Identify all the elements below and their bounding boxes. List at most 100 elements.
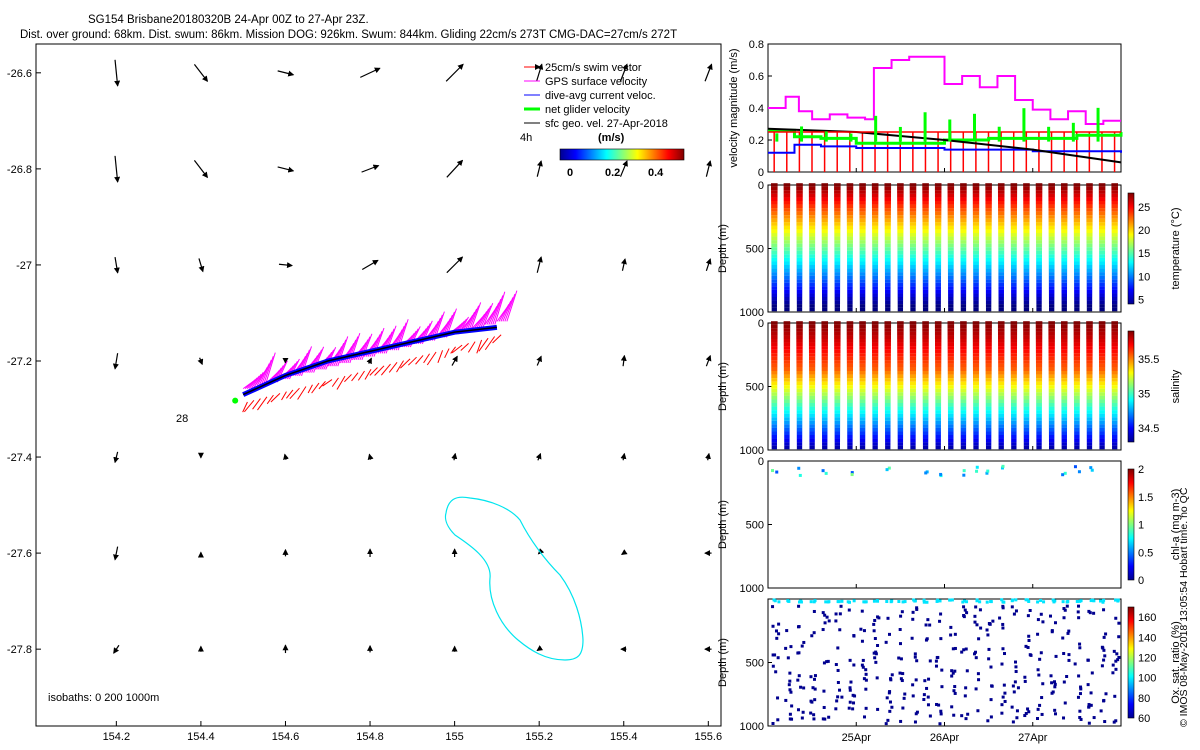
oxygen-point xyxy=(860,609,864,613)
geo-velocity-arrow xyxy=(112,353,119,370)
geo-velocity-arrow xyxy=(197,357,204,366)
oxygen-point xyxy=(840,695,844,699)
oxygen-point xyxy=(985,628,989,632)
colorbar-title: (m/s) xyxy=(598,132,625,144)
oxygen-point xyxy=(799,685,803,689)
oxygen-point xyxy=(1053,685,1057,689)
oxygen-surface-point xyxy=(1102,598,1106,602)
geo-velocity-arrow xyxy=(621,258,627,271)
oxygen-point xyxy=(897,656,901,660)
oxygen-point xyxy=(978,608,982,612)
chla-point xyxy=(850,473,854,477)
oxygen-surface-point xyxy=(950,598,954,602)
velocity-series xyxy=(767,55,1123,172)
oxygen-point xyxy=(1002,683,1006,687)
temperature-ylabel: Depth (m) xyxy=(717,224,729,273)
oxygen-point xyxy=(874,660,878,664)
geo-velocity-arrow xyxy=(705,258,712,271)
swim-vector xyxy=(478,337,489,352)
oxygen-point xyxy=(979,626,983,630)
oxygen-point xyxy=(950,669,954,673)
oxygen-surface-point xyxy=(824,600,828,604)
colorbar-tick-1: 0.2 xyxy=(605,167,620,179)
geo-velocity-arrow xyxy=(114,59,121,87)
geo-velocity-arrow xyxy=(705,160,712,177)
oxygen-point xyxy=(987,622,991,626)
oxygen-point xyxy=(864,678,868,682)
map-xtick-label: 154.4 xyxy=(187,731,215,743)
gps-velocity-vector xyxy=(494,291,506,325)
oxygen-point xyxy=(898,628,902,632)
gps-velocity-vector xyxy=(246,377,258,389)
oxygen-point xyxy=(852,701,856,705)
oxygen-panel-frame xyxy=(767,598,1122,727)
oxygen-point xyxy=(835,699,839,703)
oxygen-point xyxy=(1023,675,1027,679)
oxygen-point xyxy=(1049,674,1053,678)
oxygen-point xyxy=(1089,703,1093,707)
gps-velocity-vector xyxy=(361,333,373,360)
oxygen-point xyxy=(777,622,781,626)
oxygen-point xyxy=(987,657,991,661)
oxygen-point xyxy=(862,677,866,681)
oxygen-point xyxy=(1088,611,1092,615)
swim-vector xyxy=(380,363,391,376)
geo-velocity-arrow xyxy=(705,354,712,367)
oxygen-point xyxy=(940,668,944,672)
oxygen-point xyxy=(1102,648,1106,652)
oxygen-point xyxy=(864,687,868,691)
gps-velocity-vector xyxy=(313,346,325,373)
oxygen-surface-point xyxy=(786,599,790,603)
oxygen-surface-point xyxy=(1027,599,1031,603)
geo-velocity-arrow xyxy=(113,257,120,274)
swim-vector xyxy=(451,344,463,354)
oxygen-surface-point xyxy=(925,600,929,604)
oxygen-point xyxy=(834,663,838,667)
oxygen-point xyxy=(989,698,993,702)
gps-velocity-vector xyxy=(466,308,478,332)
oxygen-point xyxy=(812,717,816,721)
oxygen-surface-point xyxy=(1066,599,1070,603)
gps-velocity-vector xyxy=(480,305,492,328)
chla-colorbar-label: chl-a (mg m-3) xyxy=(1170,489,1182,561)
swim-vector xyxy=(426,351,437,366)
oxygen-point xyxy=(1014,609,1018,613)
oxygen-point xyxy=(910,636,914,640)
salinity-colorbar-tick: 34.5 xyxy=(1138,423,1159,435)
oxygen-surface-point xyxy=(989,599,993,603)
oxygen-point xyxy=(796,651,800,655)
oxygen-point xyxy=(1062,680,1066,684)
swim-vector xyxy=(311,382,320,394)
oxygen-point xyxy=(1086,658,1090,662)
map-ytick-label: -27.8 xyxy=(7,644,32,656)
chla-point xyxy=(775,470,779,474)
label-4h: 4h xyxy=(520,132,532,144)
oxygen-point xyxy=(796,708,800,712)
chla-point xyxy=(887,466,891,470)
oxygen-point xyxy=(1050,681,1054,685)
oxygen-point xyxy=(822,661,826,665)
geo-velocity-arrow xyxy=(283,453,289,461)
oxygen-point xyxy=(939,637,943,641)
oxygen-point xyxy=(960,650,964,654)
oxygen-point xyxy=(937,703,941,707)
oxygen-point xyxy=(989,715,993,719)
oxygen-point xyxy=(898,642,902,646)
oxygen-point xyxy=(963,608,967,612)
oxygen-point xyxy=(913,655,917,659)
oxygen-surface-point xyxy=(901,600,905,604)
geo-velocity-arrow xyxy=(536,355,542,366)
swim-vector xyxy=(437,350,444,364)
oxygen-point xyxy=(786,656,790,660)
map-xtick-label: 154.8 xyxy=(356,731,384,743)
temperature-ytick-label: 500 xyxy=(746,244,764,256)
oxygen-point xyxy=(899,657,903,661)
geo-velocity-arrow xyxy=(360,67,381,78)
oxygen-point xyxy=(836,646,840,650)
geo-velocity-arrow xyxy=(277,70,295,77)
oxygen-point xyxy=(1026,707,1030,711)
oxygen-point xyxy=(949,625,953,629)
oxygen-point xyxy=(809,675,813,679)
oxygen-point xyxy=(1104,632,1108,636)
oxygen-point xyxy=(1036,707,1040,711)
